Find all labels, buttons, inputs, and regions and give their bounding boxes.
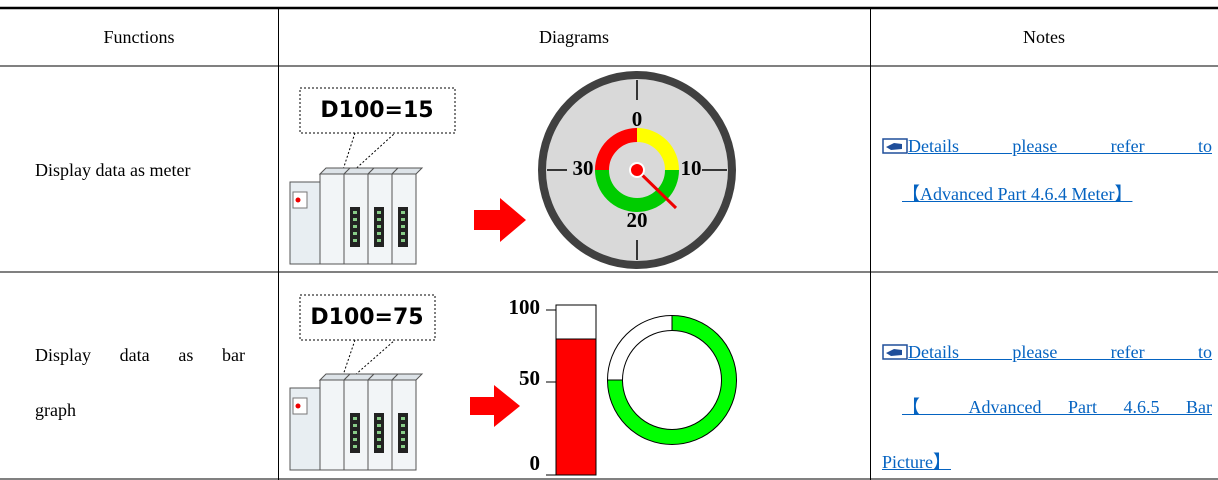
arrow	[474, 198, 526, 242]
plc-pin	[377, 424, 381, 427]
plc-pin	[353, 445, 357, 448]
plc-pin	[377, 431, 381, 434]
bar-scale-label: 0	[530, 451, 541, 475]
plc-pin	[353, 211, 357, 214]
plc-led	[295, 403, 301, 409]
plc-pin	[401, 218, 405, 221]
arrow	[470, 385, 520, 427]
plc-led	[295, 197, 301, 203]
note-text[interactable]: Details please refer to	[908, 136, 1212, 156]
plc-pin	[353, 431, 357, 434]
plc-pin	[401, 417, 405, 420]
register-text: D100=15	[320, 98, 433, 123]
meter-label: 10	[681, 156, 702, 180]
hand-icon	[882, 344, 908, 360]
plc-pin	[377, 211, 381, 214]
plc-pin	[377, 438, 381, 441]
plc-pin	[401, 239, 405, 242]
plc-module-top	[390, 373, 424, 381]
bar-fill	[555, 338, 597, 476]
meter-needle	[635, 168, 678, 210]
plc-pin	[401, 445, 405, 448]
register-callout	[299, 87, 456, 134]
plc-pin	[353, 239, 357, 242]
meter-label: 20	[627, 208, 648, 232]
plc-pin	[353, 438, 357, 441]
header-cell: Diagrams	[539, 27, 609, 47]
donut-outline	[622, 330, 722, 430]
plc-pin	[377, 445, 381, 448]
header-cell: Notes	[1023, 27, 1065, 47]
donut-fill	[607, 315, 737, 445]
plc-module	[319, 379, 345, 471]
register-callout	[299, 294, 436, 341]
meter-label: 30	[573, 156, 594, 180]
plc-module	[319, 173, 345, 265]
header-cell: Functions	[103, 27, 175, 47]
note-link[interactable]: 【 Advanced Part 4.6.5 Bar	[902, 397, 1212, 417]
meter-green-zone	[595, 169, 679, 212]
plc-pin	[401, 211, 405, 214]
plc-module-top	[390, 167, 424, 175]
plc-pin	[377, 417, 381, 420]
plc-pin	[353, 218, 357, 221]
note-link[interactable]: Details please refer to	[882, 340, 1212, 364]
plc-pin	[377, 239, 381, 242]
plc-pin	[353, 225, 357, 228]
note-link[interactable]: Picture】	[882, 452, 951, 472]
bar-scale-label: 100	[509, 295, 541, 319]
plc-pin	[401, 438, 405, 441]
plc-pin	[353, 424, 357, 427]
plc-pin	[353, 417, 357, 420]
meter-hub	[629, 162, 645, 178]
function-text: graph	[35, 400, 76, 420]
plc-pin	[401, 424, 405, 427]
plc-pin	[401, 431, 405, 434]
note-text[interactable]: Details please refer to	[908, 342, 1212, 362]
plc-pin	[377, 218, 381, 221]
note-link[interactable]: Details please refer to	[882, 134, 1212, 158]
note-link[interactable]: 【Advanced Part 4.6.4 Meter】	[902, 184, 1133, 204]
function-text: Display data as meter	[35, 160, 191, 180]
plc-pin	[377, 225, 381, 228]
function-text: Display data as bar	[35, 345, 245, 365]
plc-pin	[401, 225, 405, 228]
meter-label: 0	[632, 107, 643, 131]
plc-pin	[401, 232, 405, 235]
meter-red-zone	[595, 128, 638, 171]
bar-scale-label: 50	[519, 366, 540, 390]
plc-pin	[377, 232, 381, 235]
plc-pin	[353, 232, 357, 235]
hand-icon	[882, 138, 908, 154]
register-text: D100=75	[310, 305, 423, 330]
meter-yellow-zone	[636, 128, 679, 171]
